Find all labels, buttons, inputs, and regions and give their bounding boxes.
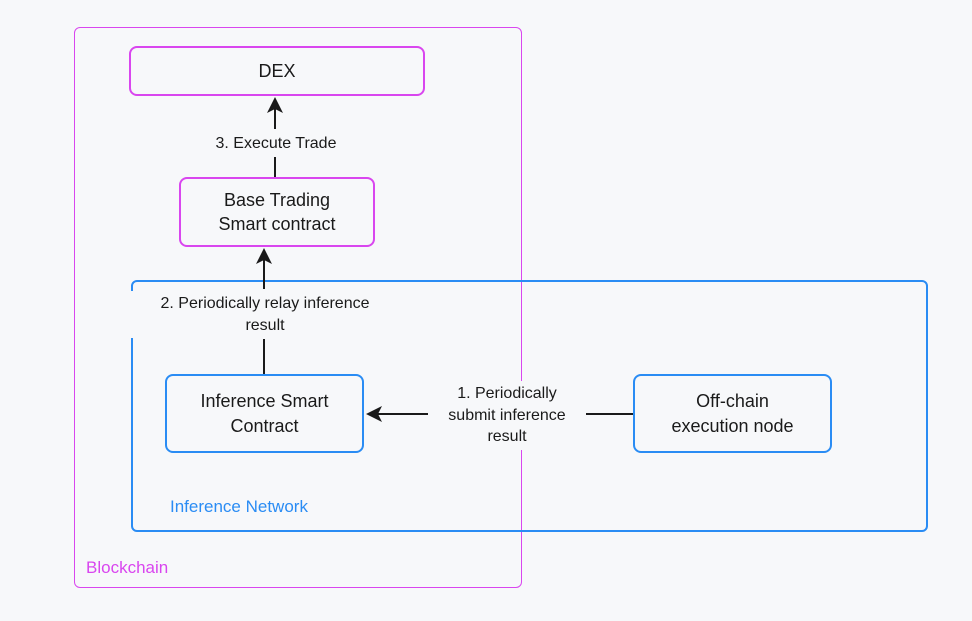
node-dex: DEX <box>129 46 425 96</box>
node-base-trading-contract: Base TradingSmart contract <box>179 177 375 247</box>
node-inference-smart-contract: Inference SmartContract <box>165 374 364 453</box>
edge-label-relay-inference: 2. Periodically relay inferenceresult <box>115 291 415 338</box>
edge-label-submit-inference: 1. Periodicallysubmit inferenceresult <box>432 381 582 450</box>
container-label-inference-network: Inference Network <box>170 497 308 517</box>
edge-label-execute-trade: 3. Execute Trade <box>186 131 366 157</box>
container-label-blockchain: Blockchain <box>86 558 168 578</box>
node-offchain-execution-node: Off-chainexecution node <box>633 374 832 453</box>
